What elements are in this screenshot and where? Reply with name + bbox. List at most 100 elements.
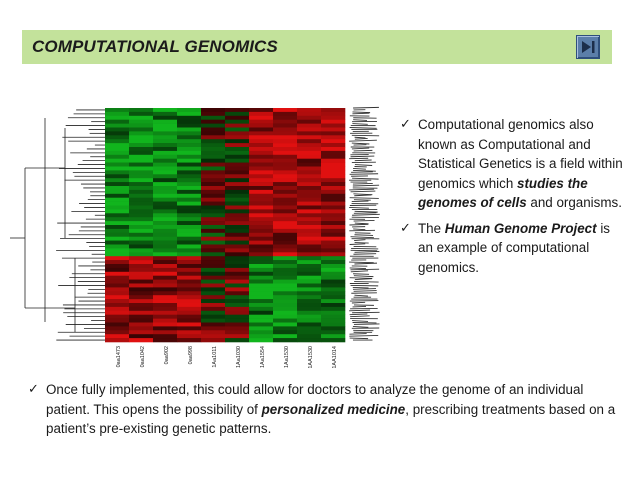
heatmap-cell — [153, 135, 178, 140]
heatmap-cell — [225, 236, 250, 241]
heatmap-cell — [249, 303, 274, 308]
heatmap-cell — [249, 326, 274, 331]
heatmap-cell — [225, 127, 250, 132]
heatmap-cell — [129, 213, 154, 218]
heatmap-cell — [201, 119, 226, 124]
heatmap-cell — [153, 197, 178, 202]
heatmap-cell — [297, 127, 322, 132]
heatmap-cell — [273, 108, 298, 113]
heatmap-cell — [201, 287, 226, 292]
heatmap-cell — [249, 267, 274, 273]
heatmap-cell — [321, 123, 346, 128]
heatmap-cell — [153, 267, 178, 273]
heatmap-cell — [249, 264, 274, 269]
heatmap-cell — [321, 330, 346, 335]
heatmap-cell — [129, 123, 154, 128]
next-slide-button[interactable] — [576, 35, 600, 59]
bullet-personalized-medicine: ✓ Once fully implemented, this could all… — [28, 380, 618, 439]
heatmap-cell — [129, 197, 154, 202]
heatmap-cell — [129, 154, 154, 159]
heatmap-cell — [321, 162, 346, 167]
heatmap-cell — [177, 299, 202, 304]
heatmap-cell — [297, 135, 322, 140]
heatmap-cell — [273, 252, 298, 257]
heatmap-cell — [225, 174, 250, 179]
heatmap-cell — [129, 225, 154, 230]
heatmap-cell — [297, 299, 322, 304]
heatmap-cell — [177, 291, 202, 296]
heatmap-cell — [273, 303, 298, 308]
heatmap-cell — [105, 143, 130, 148]
heatmap-cell — [129, 205, 154, 210]
heatmap-cell — [105, 158, 130, 163]
heatmap-cell — [177, 264, 202, 269]
heatmap-cell — [129, 303, 154, 308]
sample-label: 0aa998 — [188, 346, 194, 364]
heatmap-cell — [225, 170, 250, 175]
heatmap-cell — [201, 108, 226, 113]
heatmap-cell — [105, 170, 130, 175]
heatmap-cell — [297, 186, 322, 191]
heatmap-cell — [297, 322, 322, 327]
heatmap-cell — [321, 127, 346, 132]
heatmap-cell — [249, 306, 274, 312]
heatmap-cell — [201, 228, 226, 234]
heatmap-cell — [201, 318, 226, 323]
heatmap-cell — [273, 318, 298, 323]
heatmap-cell — [297, 228, 322, 234]
heatmap-cell — [105, 248, 130, 253]
heatmap-cell — [321, 221, 346, 226]
heatmap-cell — [321, 303, 346, 308]
heatmap-cell — [153, 271, 178, 276]
heatmap-cell — [225, 225, 250, 230]
heatmap-cell — [129, 131, 154, 136]
heatmap-cell — [249, 330, 274, 335]
heatmap-cell — [273, 240, 298, 245]
heatmap-cell — [105, 147, 130, 152]
heatmap-cell — [105, 283, 130, 288]
heatmap-cell — [273, 225, 298, 230]
heatmap-cell — [201, 322, 226, 327]
heatmap-cell — [201, 232, 226, 237]
heatmap-cell — [225, 303, 250, 308]
heatmap-cell — [153, 252, 178, 257]
heatmap-cell — [225, 189, 250, 195]
heatmap-cell — [273, 232, 298, 237]
heatmap-cell — [321, 111, 346, 117]
heatmap-cell — [153, 143, 178, 148]
heatmap-cell — [249, 162, 274, 167]
heatmap-cell — [201, 201, 226, 206]
heatmap-cell — [273, 150, 298, 156]
heatmap-cell — [225, 205, 250, 210]
heatmap-cell — [129, 108, 154, 113]
heatmap-cell — [153, 326, 178, 331]
heatmap-cell — [201, 271, 226, 276]
heatmap-cell — [201, 131, 226, 136]
heatmap-cell — [105, 139, 130, 144]
heatmap-cell — [177, 119, 202, 124]
bullet-emphasis: Human Genome Project — [444, 220, 597, 236]
heatmap-cell — [297, 256, 322, 261]
heatmap-cell — [297, 221, 322, 226]
heatmap-cell — [273, 139, 298, 144]
heatmap-cell — [249, 197, 274, 202]
heatmap-cell — [225, 267, 250, 273]
heatmap-cell — [105, 252, 130, 257]
heatmap-cell — [249, 283, 274, 288]
heatmap-cell — [201, 279, 226, 284]
heatmap-cell — [105, 108, 130, 113]
bullet-text: , prescribing treatments based on a pati… — [46, 401, 616, 437]
heatmap-cell — [105, 182, 130, 187]
heatmap-cell — [297, 330, 322, 335]
heatmap-cell — [201, 295, 226, 300]
heatmap-cell — [225, 260, 250, 265]
heatmap-cell — [201, 330, 226, 335]
heatmap-cell — [129, 119, 154, 124]
heatmap-cell — [225, 150, 250, 156]
heatmap-cell — [129, 147, 154, 152]
heatmap-cell — [105, 189, 130, 195]
heatmap-cell — [297, 338, 322, 343]
heatmap-cell — [177, 244, 202, 249]
heatmap-cell — [105, 209, 130, 214]
heatmap-cell — [105, 131, 130, 136]
